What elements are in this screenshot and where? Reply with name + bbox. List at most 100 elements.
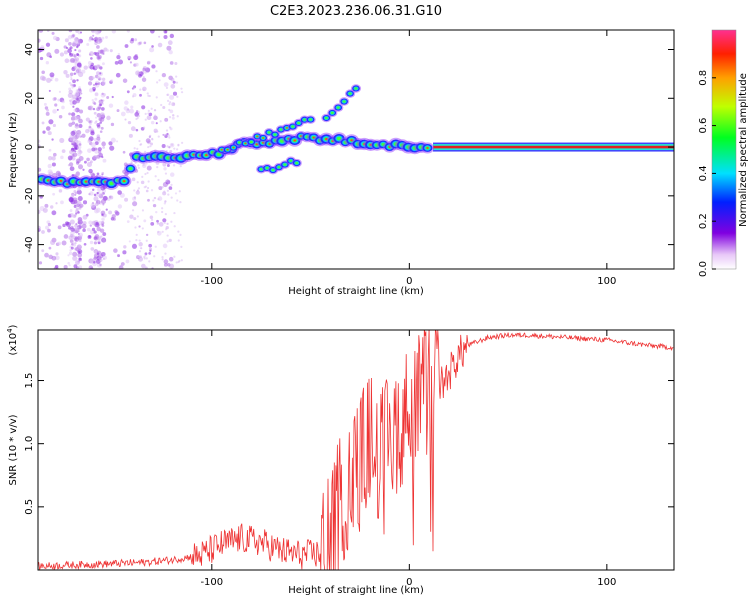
noise-speck <box>123 245 127 249</box>
snr-xtick-label: 0 <box>406 577 412 588</box>
noise-speck <box>86 42 90 46</box>
noise-speck <box>52 35 58 41</box>
noise-speck <box>168 146 171 149</box>
noise-speck <box>129 61 133 64</box>
noise-speck <box>74 147 77 150</box>
noise-speck <box>173 225 176 228</box>
noise-speck <box>98 152 103 157</box>
noise-speck <box>134 62 139 67</box>
noise-speck <box>134 226 137 229</box>
noise-speck <box>61 100 65 104</box>
noise-speck <box>72 251 78 257</box>
noise-speck <box>155 122 158 125</box>
noise-speck <box>93 230 97 234</box>
noise-speck <box>80 31 83 34</box>
noise-speck <box>94 36 99 41</box>
noise-speck <box>141 227 144 230</box>
noise-speck <box>166 234 169 237</box>
noise-speck <box>59 137 65 143</box>
noise-speck <box>74 191 78 195</box>
noise-speck <box>162 133 165 136</box>
noise-speck <box>120 262 125 266</box>
noise-speck <box>68 226 72 230</box>
noise-speck <box>94 97 98 101</box>
noise-speck <box>174 192 178 195</box>
noise-speck <box>67 155 73 161</box>
noise-speck <box>117 190 122 195</box>
ridge-inner <box>277 165 281 169</box>
noise-speck <box>161 186 164 189</box>
noise-speck <box>165 129 169 132</box>
noise-speck <box>48 148 52 152</box>
noise-speck <box>170 77 175 82</box>
noise-speck <box>76 62 82 68</box>
noise-speck <box>71 193 75 197</box>
noise-speck <box>99 112 105 118</box>
noise-speck <box>100 126 104 130</box>
noise-speck <box>141 105 146 110</box>
noise-speck <box>116 54 121 60</box>
noise-speck <box>69 46 73 50</box>
noise-speck <box>47 155 53 161</box>
noise-speck <box>63 50 68 55</box>
noise-speck <box>141 263 146 269</box>
noise-speck <box>77 71 84 78</box>
noise-speck <box>110 137 116 143</box>
noise-speck <box>102 62 105 66</box>
noise-speck <box>169 116 172 119</box>
ridge-inner <box>342 100 346 103</box>
noise-speck <box>92 76 95 80</box>
noise-speck <box>61 149 66 154</box>
noise-speck <box>70 78 73 81</box>
noise-speck <box>168 108 171 112</box>
noise-speck <box>70 130 76 136</box>
noise-speck <box>77 252 83 258</box>
noise-speck <box>105 208 108 211</box>
noise-speck <box>172 102 176 105</box>
noise-speck <box>41 249 45 253</box>
noise-speck <box>153 196 157 200</box>
noise-speck <box>180 245 183 248</box>
noise-speck <box>167 40 173 46</box>
noise-speck <box>46 126 51 131</box>
noise-speck <box>77 164 84 170</box>
noise-speck <box>166 222 169 225</box>
noise-speck <box>166 145 169 148</box>
noise-speck <box>177 260 180 264</box>
noise-speck <box>178 190 181 193</box>
noise-speck <box>38 225 41 230</box>
noise-speck <box>93 193 97 197</box>
noise-speck <box>45 42 51 47</box>
noise-speck <box>162 162 167 167</box>
noise-speck <box>101 171 105 175</box>
ridge-peak <box>262 137 265 139</box>
noise-speck <box>150 221 155 226</box>
noise-speck <box>139 143 142 146</box>
noise-speck <box>69 99 72 102</box>
noise-speck <box>64 38 69 43</box>
noise-speck <box>176 95 179 98</box>
noise-speck <box>47 131 52 136</box>
noise-speck <box>176 115 179 118</box>
colorbar-ticks: 0.0 0.2 0.4 0.6 0.8 <box>698 70 716 277</box>
noise-speck <box>158 35 161 38</box>
noise-speck <box>128 133 133 138</box>
noise-speck <box>146 92 149 95</box>
noise-speck <box>173 211 176 215</box>
noise-speck <box>81 133 86 138</box>
noise-speck <box>47 228 51 233</box>
noise-speck <box>39 75 45 81</box>
noise-speck <box>90 203 96 208</box>
noise-speck <box>76 189 82 195</box>
noise-speck <box>146 171 149 175</box>
noise-speck <box>76 130 82 135</box>
noise-speck <box>78 49 82 53</box>
noise-speck <box>152 199 155 202</box>
colorbar-tick-label: 0.4 <box>698 165 709 181</box>
noise-speck <box>70 246 74 250</box>
spectrogram-frame <box>37 29 675 270</box>
noise-speck <box>116 140 119 143</box>
noise-speck <box>76 226 80 229</box>
noise-speck <box>170 196 173 199</box>
noise-speck <box>155 70 158 73</box>
